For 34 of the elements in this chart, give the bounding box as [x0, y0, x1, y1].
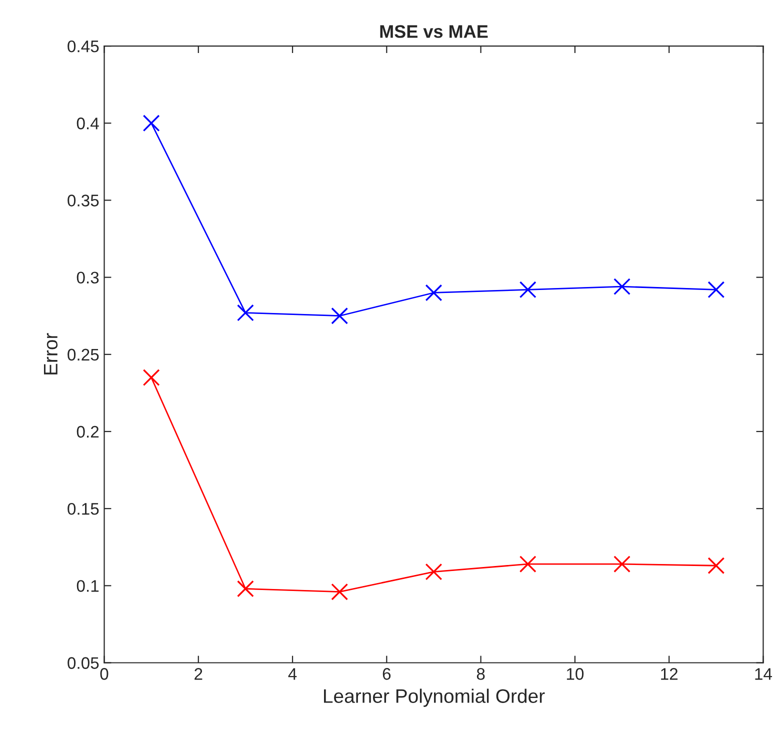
x-tick-label: 10	[566, 668, 584, 680]
point	[236, 304, 254, 322]
x-tick-label: 8	[476, 668, 485, 680]
point	[614, 278, 630, 296]
y-tick-label: 0.1	[76, 580, 99, 592]
point	[425, 563, 442, 580]
point	[425, 284, 442, 302]
y-tick-label: 0.25	[68, 348, 99, 361]
y-tick-label: 0.2	[76, 426, 99, 438]
x-tick-label: 12	[661, 668, 678, 680]
point	[519, 281, 536, 298]
chart-title: MSE vs MAE	[380, 25, 488, 38]
point	[236, 580, 254, 598]
y-tick-label: 0.15	[68, 502, 99, 515]
point	[142, 369, 160, 386]
y-axis-title: Error	[44, 333, 58, 374]
point	[142, 114, 160, 132]
point	[614, 556, 630, 573]
y-tick-label: 0.3	[76, 272, 99, 284]
y-tick-label: 0.05	[68, 657, 99, 669]
y-tick-label: 0.4	[76, 118, 99, 130]
x-tick-label: 4	[288, 668, 297, 680]
point	[519, 556, 536, 573]
x-tick-label: 6	[382, 668, 391, 680]
y-tick-label: 0.35	[68, 194, 99, 206]
x-axis-title: Learner Polynomial Order	[324, 688, 545, 707]
point	[331, 583, 348, 600]
point	[708, 281, 725, 298]
x-tick-label: 14	[755, 668, 772, 680]
point	[708, 557, 725, 574]
y-tick-label: 0.45	[68, 40, 99, 52]
x-tick-label: 0	[100, 668, 108, 680]
point	[331, 307, 348, 324]
x-tick-label: 2	[194, 668, 202, 680]
